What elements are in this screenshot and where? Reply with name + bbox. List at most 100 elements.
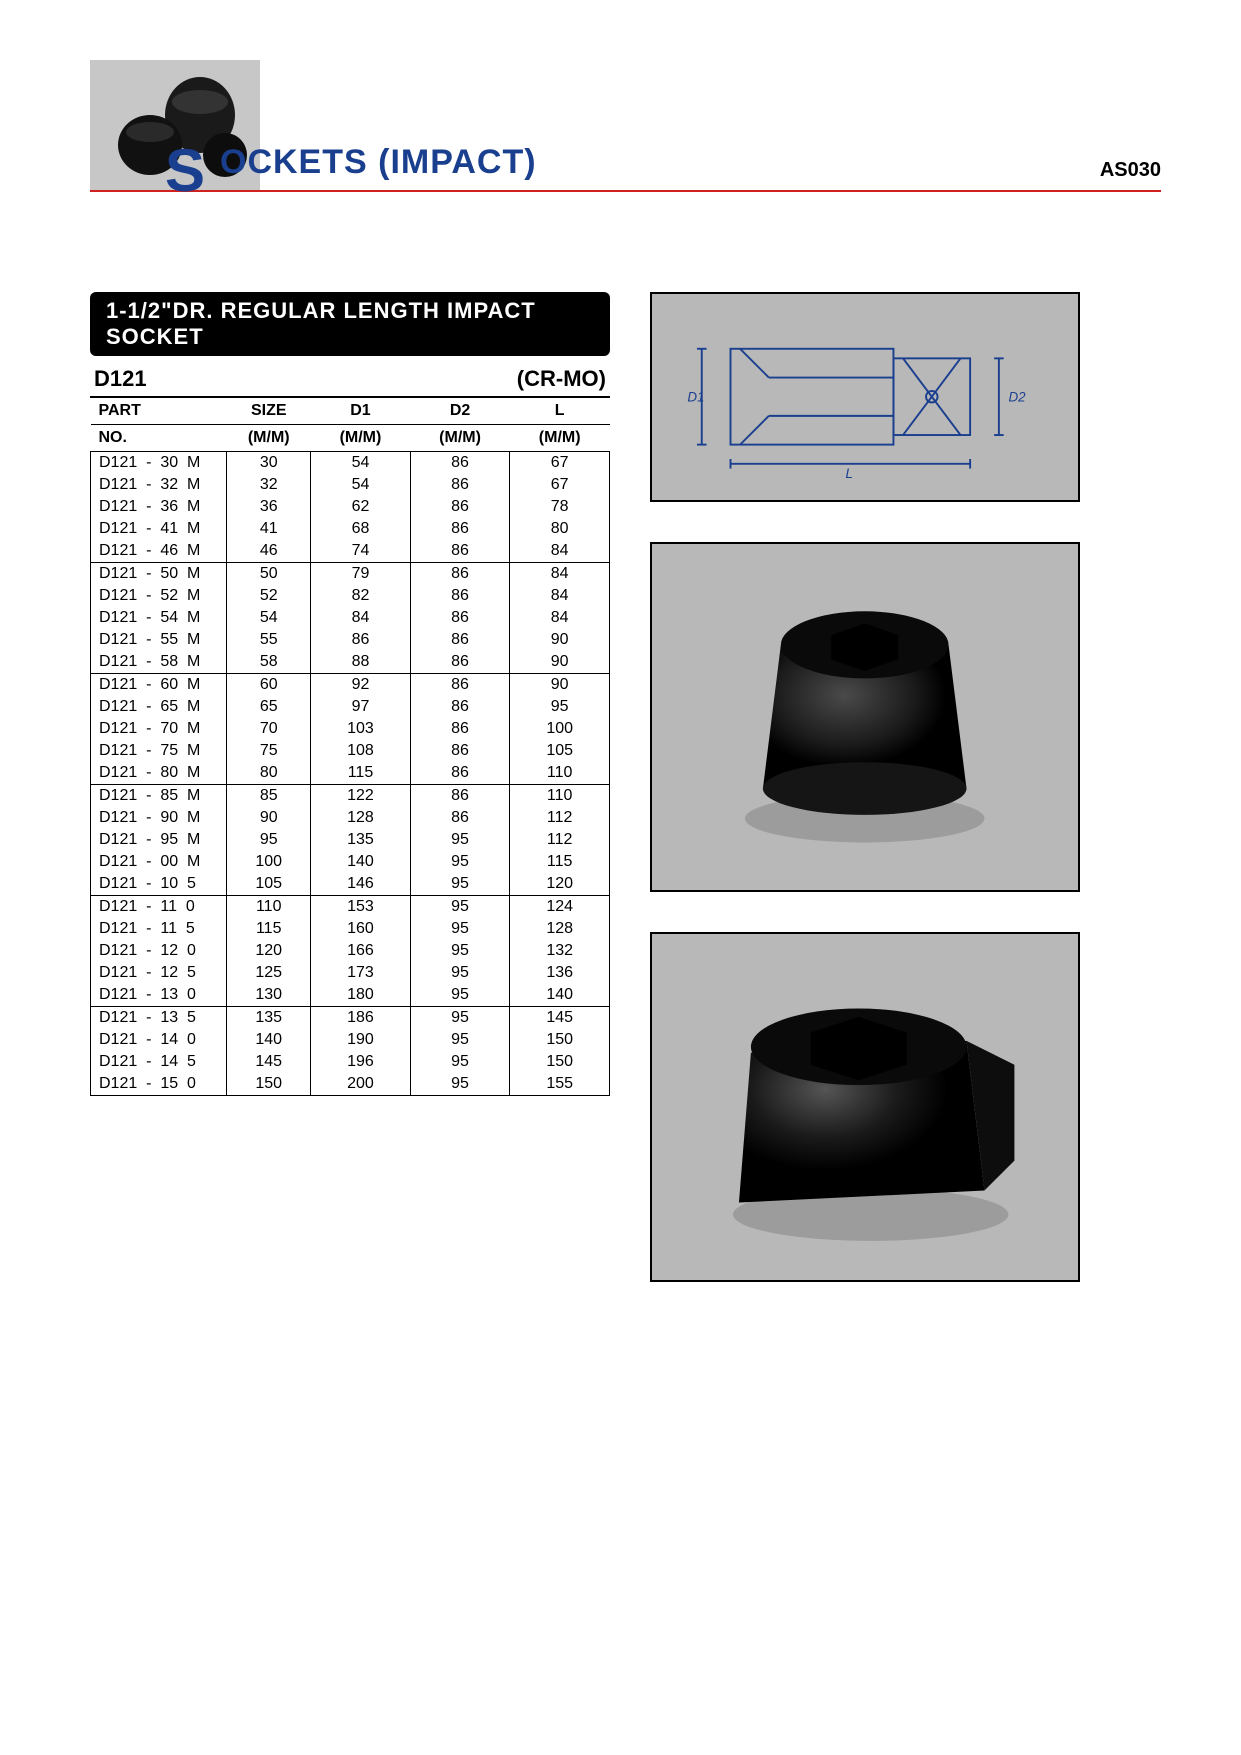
col-header-d2: D2 <box>410 398 510 425</box>
cell-d1: 153 <box>311 896 411 919</box>
cell-size: 30 <box>227 452 311 475</box>
table-row: D121 - 32 M32548667 <box>91 474 610 496</box>
cell-part: D121 - 95 M <box>91 829 227 851</box>
cell-d2: 95 <box>410 984 510 1007</box>
cell-d1: 62 <box>311 496 411 518</box>
cell-d1: 146 <box>311 873 411 896</box>
table-row: D121 - 60 M60928690 <box>91 674 610 697</box>
cell-d2: 95 <box>410 962 510 984</box>
table-row: D121 - 80 M8011586110 <box>91 762 610 785</box>
cell-l: 115 <box>510 851 610 873</box>
cell-d1: 103 <box>311 718 411 740</box>
cell-d2: 86 <box>410 540 510 563</box>
cell-part: D121 - 90 M <box>91 807 227 829</box>
cell-d1: 84 <box>311 607 411 629</box>
cell-size: 75 <box>227 740 311 762</box>
col-unit-size: (M/M) <box>227 425 311 452</box>
cell-d2: 86 <box>410 452 510 475</box>
cell-d1: 86 <box>311 629 411 651</box>
cell-d1: 190 <box>311 1029 411 1051</box>
cell-l: 150 <box>510 1029 610 1051</box>
table-row: D121 - 50 M50798684 <box>91 563 610 586</box>
cell-d1: 97 <box>311 696 411 718</box>
cell-part: D121 - 11 0 <box>91 896 227 919</box>
cell-part: D121 - 75 M <box>91 740 227 762</box>
cell-size: 55 <box>227 629 311 651</box>
table-row: D121 - 12 512517395136 <box>91 962 610 984</box>
cell-d1: 128 <box>311 807 411 829</box>
col-unit-d2: (M/M) <box>410 425 510 452</box>
page-code: AS030 <box>1100 159 1161 182</box>
product-photo-1 <box>650 542 1080 892</box>
table-row: D121 - 55 M55868690 <box>91 629 610 651</box>
col-unit-part: NO. <box>91 425 227 452</box>
cell-d2: 86 <box>410 696 510 718</box>
cell-part: D121 - 14 5 <box>91 1051 227 1073</box>
table-row: D121 - 11 511516095128 <box>91 918 610 940</box>
cell-d2: 95 <box>410 851 510 873</box>
material-code: (CR-MO) <box>517 366 606 392</box>
cell-l: 90 <box>510 674 610 697</box>
cell-d2: 86 <box>410 762 510 785</box>
cell-l: 132 <box>510 940 610 962</box>
cell-d2: 95 <box>410 1007 510 1030</box>
table-row: D121 - 58 M58888690 <box>91 651 610 674</box>
cell-part: D121 - 14 0 <box>91 1029 227 1051</box>
cell-l: 100 <box>510 718 610 740</box>
diagram-label-l: L <box>846 466 853 481</box>
cell-l: 110 <box>510 785 610 808</box>
cell-l: 150 <box>510 1051 610 1073</box>
cell-d1: 79 <box>311 563 411 586</box>
cell-d2: 86 <box>410 785 510 808</box>
cell-size: 50 <box>227 563 311 586</box>
table-row: D121 - 11 011015395124 <box>91 896 610 919</box>
cell-d1: 180 <box>311 984 411 1007</box>
cell-size: 115 <box>227 918 311 940</box>
cell-size: 46 <box>227 540 311 563</box>
cell-d2: 95 <box>410 829 510 851</box>
col-header-l: L <box>510 398 610 425</box>
table-row: D121 - 52 M52828684 <box>91 585 610 607</box>
cell-part: D121 - 10 5 <box>91 873 227 896</box>
cell-l: 90 <box>510 651 610 674</box>
table-row: D121 - 70 M7010386100 <box>91 718 610 740</box>
cell-d1: 92 <box>311 674 411 697</box>
product-photo-2 <box>650 932 1080 1282</box>
cell-size: 32 <box>227 474 311 496</box>
cell-part: D121 - 60 M <box>91 674 227 697</box>
cell-l: 90 <box>510 629 610 651</box>
cell-part: D121 - 46 M <box>91 540 227 563</box>
cell-d2: 86 <box>410 674 510 697</box>
socket-photo-icon <box>673 561 1056 872</box>
cell-size: 150 <box>227 1073 311 1096</box>
cell-part: D121 - 32 M <box>91 474 227 496</box>
cell-l: 112 <box>510 829 610 851</box>
dimension-diagram: D1 D2 L <box>650 292 1080 502</box>
cell-l: 84 <box>510 585 610 607</box>
cell-size: 70 <box>227 718 311 740</box>
table-row: D121 - 54 M54848684 <box>91 607 610 629</box>
cell-d2: 86 <box>410 607 510 629</box>
cell-part: D121 - 50 M <box>91 563 227 586</box>
page-header: S OCKETS (IMPACT) AS030 <box>90 60 1161 192</box>
cell-d1: 68 <box>311 518 411 540</box>
cell-part: D121 - 41 M <box>91 518 227 540</box>
cell-l: 110 <box>510 762 610 785</box>
cell-l: 80 <box>510 518 610 540</box>
cell-size: 140 <box>227 1029 311 1051</box>
cell-d2: 95 <box>410 1029 510 1051</box>
cell-d1: 166 <box>311 940 411 962</box>
cell-d1: 108 <box>311 740 411 762</box>
cell-size: 145 <box>227 1051 311 1073</box>
category-prefix-letter: S <box>165 136 205 205</box>
cell-size: 85 <box>227 785 311 808</box>
cell-d1: 54 <box>311 474 411 496</box>
cell-part: D121 - 36 M <box>91 496 227 518</box>
cell-part: D121 - 13 0 <box>91 984 227 1007</box>
table-row: D121 - 95 M9513595112 <box>91 829 610 851</box>
table-row: D121 - 36 M36628678 <box>91 496 610 518</box>
table-row: D121 - 85 M8512286110 <box>91 785 610 808</box>
cell-l: 145 <box>510 1007 610 1030</box>
socket-diagram-icon: D1 D2 L <box>673 304 1056 489</box>
cell-l: 78 <box>510 496 610 518</box>
